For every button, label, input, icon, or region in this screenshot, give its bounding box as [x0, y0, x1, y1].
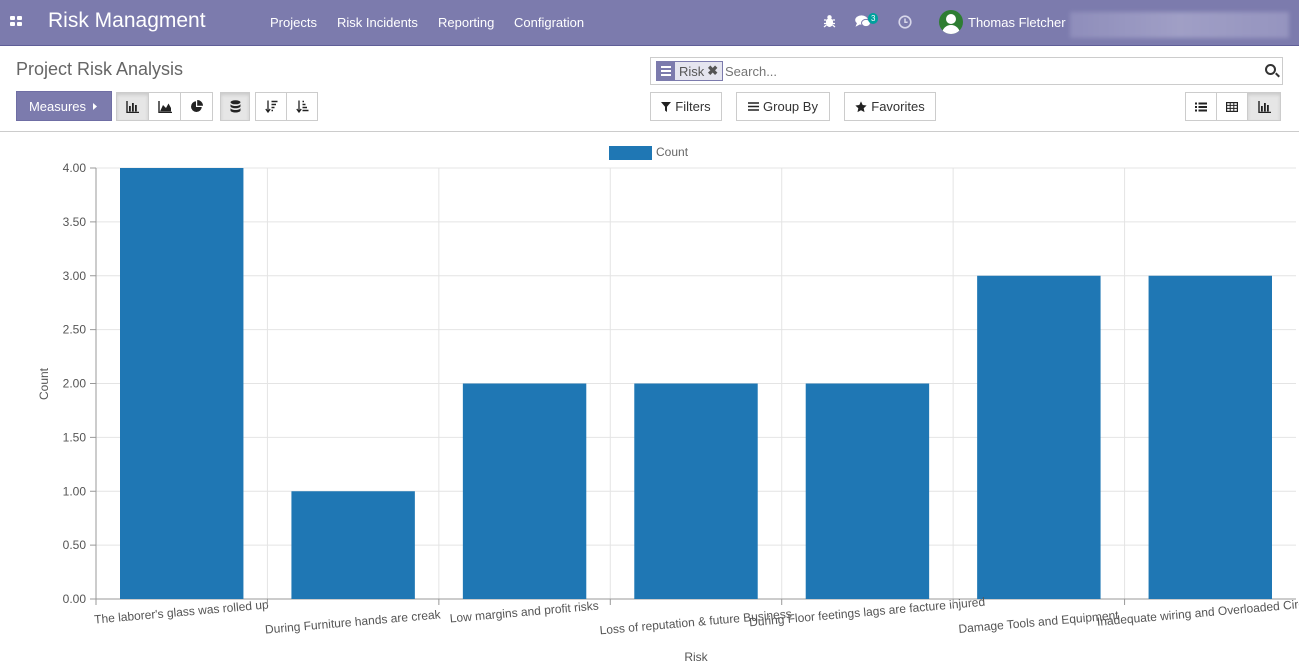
clock-icon[interactable]: [898, 15, 912, 29]
x-tick-label: Low margins and profit risks: [449, 599, 599, 626]
filters-button[interactable]: Filters: [650, 92, 722, 121]
y-tick-label: 4.00: [63, 161, 87, 175]
list-view-button[interactable]: [1185, 92, 1217, 121]
database-icon: [230, 100, 240, 113]
y-tick-label: 2.50: [63, 323, 87, 337]
group-by-button[interactable]: Group By: [736, 92, 830, 121]
x-tick-label: During Furniture hands are creak: [264, 607, 442, 636]
sort-descending-icon: [264, 100, 277, 113]
group-by-label: Group By: [763, 99, 818, 114]
y-tick-label: 3.00: [63, 269, 87, 283]
redacted-area: [1070, 12, 1289, 38]
app-title: Risk Managment: [48, 9, 206, 32]
x-tick-label: The laborer's glass was rolled up: [94, 597, 270, 626]
menu-projects[interactable]: Projects: [270, 15, 317, 30]
measures-label: Measures: [28, 98, 87, 114]
line-chart-mode-button[interactable]: [148, 92, 181, 121]
star-icon: [855, 100, 867, 112]
caret-right-icon: [93, 102, 98, 110]
bar-5[interactable]: [977, 275, 1101, 599]
x-tick-label: During Floor feetings lags are facture i…: [749, 595, 986, 630]
y-tick-label: 1.00: [63, 484, 87, 498]
bar-2[interactable]: [462, 383, 587, 600]
bar-chart-mode-button[interactable]: [116, 92, 149, 121]
control-panel-divider: [0, 131, 1299, 132]
y-tick-label: 0.50: [63, 538, 87, 552]
table-icon: [1226, 101, 1238, 112]
x-tick-label: Inadequate wiring and Overloaded Circuit…: [1096, 595, 1299, 629]
bar-4[interactable]: [805, 383, 930, 600]
apps-menu-icon[interactable]: [10, 16, 23, 27]
bug-icon[interactable]: [823, 14, 836, 28]
list-icon: [1195, 102, 1207, 111]
measures-button[interactable]: Measures: [16, 91, 112, 121]
search-bar: Risk ✖: [650, 57, 1283, 85]
y-tick-label: 3.50: [63, 215, 87, 229]
stacked-button[interactable]: [220, 92, 250, 121]
search-facet-risk[interactable]: Risk ✖: [656, 61, 724, 81]
pie-chart-mode-button[interactable]: [180, 92, 213, 121]
menu-risk-incidents[interactable]: Risk Incidents: [337, 15, 418, 30]
graph-view-icon: [1257, 100, 1271, 113]
x-tick-label: Damage Tools and Equipment: [958, 608, 1120, 636]
search-input[interactable]: [725, 62, 1245, 80]
stacked-toggle: [220, 92, 250, 121]
sort-ascending-icon: [295, 100, 308, 113]
user-name[interactable]: Thomas Fletcher: [968, 15, 1066, 30]
favorites-button[interactable]: Favorites: [844, 92, 936, 121]
messages-badge: 3: [868, 13, 879, 24]
area-chart-icon: [157, 100, 172, 113]
graph-view-button[interactable]: [1247, 92, 1281, 121]
y-tick-label: 2.00: [63, 377, 87, 391]
facet-label: Risk: [679, 63, 705, 79]
remove-facet-icon[interactable]: ✖: [707, 63, 719, 78]
legend-swatch-count[interactable]: [609, 146, 652, 160]
bar-3[interactable]: [634, 383, 758, 600]
user-avatar[interactable]: [939, 10, 963, 34]
sort-ascending-button[interactable]: [286, 92, 318, 121]
sort-buttons: [255, 92, 318, 121]
top-navbar: Risk Managment Projects Risk Incidents R…: [0, 0, 1299, 46]
pivot-view-button[interactable]: [1216, 92, 1248, 121]
y-tick-label: 0.00: [63, 592, 87, 606]
y-axis-title: Count: [37, 367, 51, 400]
bar-1[interactable]: [291, 491, 415, 599]
favorites-label: Favorites: [871, 99, 925, 114]
bar-0[interactable]: [120, 168, 244, 599]
bar-chart-icon: [126, 100, 139, 113]
pie-chart-icon: [191, 100, 203, 112]
bars-icon: [748, 102, 760, 111]
search-icon[interactable]: [1265, 64, 1276, 75]
menu-reporting[interactable]: Reporting: [438, 15, 495, 30]
view-switcher: [1185, 92, 1281, 121]
group-by-icon: [657, 62, 675, 80]
page-title: Project Risk Analysis: [16, 59, 184, 79]
bar-6[interactable]: [1148, 275, 1272, 599]
sort-descending-button[interactable]: [255, 92, 287, 121]
chart-mode-switcher: [116, 92, 213, 121]
legend-label-count[interactable]: Count: [656, 145, 689, 159]
y-tick-label: 1.50: [63, 430, 87, 444]
x-tick-label: Loss of reputation & future Business: [599, 607, 792, 638]
x-axis-title: Risk: [684, 650, 708, 664]
filter-icon: [661, 101, 672, 112]
menu-configration[interactable]: Configration: [514, 15, 585, 30]
filters-label: Filters: [675, 99, 711, 114]
